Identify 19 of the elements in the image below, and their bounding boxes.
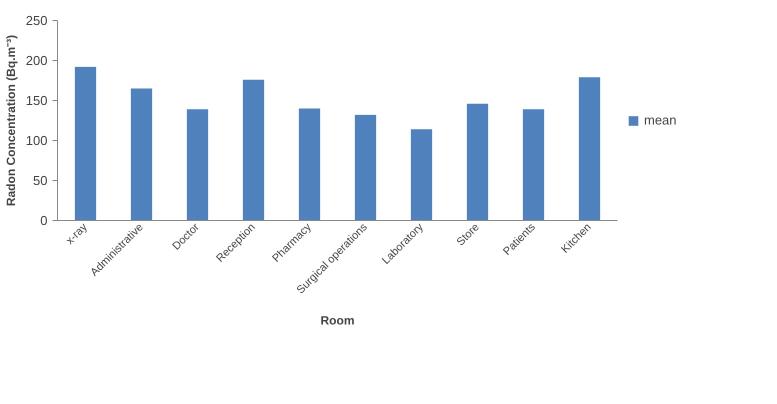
bar [410,129,432,220]
y-tick-label: 100 [26,133,48,148]
y-tick-label: 250 [26,13,48,28]
y-tick-label: 150 [26,93,48,108]
y-tick-label: 0 [40,213,48,228]
y-tick-label: 50 [33,173,48,188]
x-axis-title: Room [320,314,354,328]
legend-label: mean [644,112,677,128]
bar [186,109,208,220]
bar [466,104,488,220]
bar [578,77,600,220]
bar [130,88,152,220]
bar [298,108,320,220]
bar [242,80,264,220]
bar [74,66,96,220]
y-tick-label: 200 [26,53,48,68]
y-axis-title: Radon Concentration (Bq.m⁻³) [4,34,18,206]
bar [522,109,544,220]
bar [354,114,376,220]
